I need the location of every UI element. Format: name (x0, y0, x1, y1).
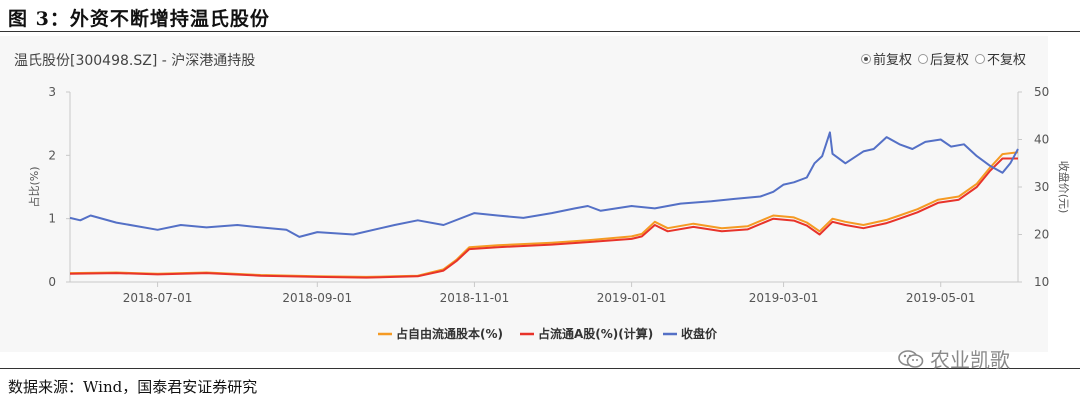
y-left-tick-label: 3 (48, 85, 56, 99)
option-no-adjust-label: 不复权 (986, 53, 1026, 68)
watermark-text: 农业凯歌 (930, 348, 1010, 372)
y-left-tick-label: 0 (48, 275, 56, 289)
y-right-tick-label: 20 (1034, 228, 1049, 242)
price-adjust-options: 前复权 后复权 不复权 (860, 49, 1026, 68)
option-forward-adjust-label: 前复权 (872, 53, 912, 68)
legend-label-0: 占自由流通股本(%) (396, 326, 503, 341)
x-tick-label: 2018-09-01 (282, 291, 352, 305)
bottom-rule (0, 368, 1080, 369)
option-forward-adjust[interactable]: 前复权 (860, 49, 912, 68)
radio-backward-adjust[interactable] (917, 53, 928, 64)
radio-no-adjust[interactable] (974, 53, 985, 64)
chart-panel (0, 36, 1048, 352)
option-no-adjust[interactable]: 不复权 (974, 49, 1026, 68)
y-right-tick-label: 10 (1034, 275, 1049, 289)
chart-title: 温氏股份[300498.SZ] - 沪深港通持股 (14, 53, 256, 69)
radio-forward-adjust[interactable] (860, 53, 871, 64)
source-note: 数据来源：Wind，国泰君安证券研究 (8, 378, 258, 396)
x-tick-label: 2019-01-01 (597, 291, 667, 305)
option-backward-adjust-label: 后复权 (929, 53, 969, 68)
y-right-tick-label: 50 (1034, 85, 1049, 99)
x-tick-label: 2018-07-01 (123, 291, 193, 305)
x-tick-label: 2019-03-01 (749, 291, 819, 305)
series-line-1 (69, 157, 1018, 279)
option-backward-adjust[interactable]: 后复权 (917, 49, 969, 68)
y-right-tick-label: 30 (1034, 180, 1049, 194)
y-left-axis-title: 占比(%) (27, 166, 41, 207)
y-left-tick-label: 2 (48, 148, 56, 162)
y-right-axis-title: 收盘价(元) (1057, 161, 1071, 214)
y-right-tick-label: 40 (1034, 133, 1049, 147)
x-tick-label: 2019-05-01 (906, 291, 976, 305)
y-left-tick-label: 1 (48, 212, 56, 226)
figure-title: 图 3：外资不断增持温氏股份 (8, 8, 270, 30)
legend-label-1: 占流通A股(%)(计算) (538, 326, 653, 341)
top-rule (0, 31, 1080, 32)
series-line-2 (69, 131, 1019, 238)
wechat-icon (898, 349, 924, 368)
legend-label-2: 收盘价 (681, 326, 718, 341)
x-tick-label: 2018-11-01 (440, 291, 510, 305)
watermark: 农业凯歌 (898, 344, 1010, 373)
